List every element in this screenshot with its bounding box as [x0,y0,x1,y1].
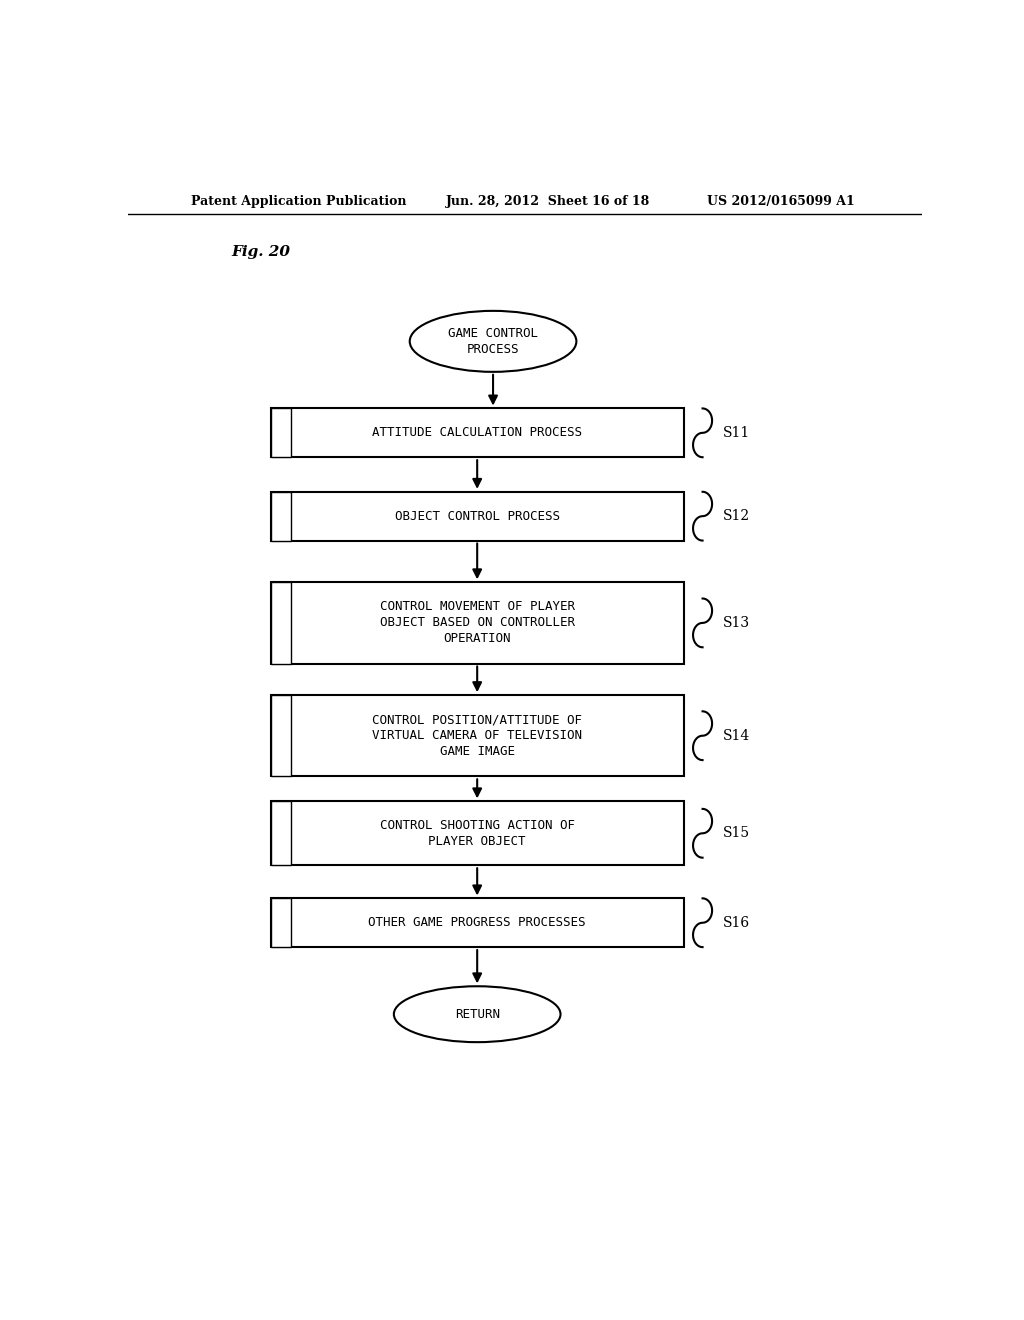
FancyBboxPatch shape [270,408,684,457]
Text: OTHER GAME PROGRESS PROCESSES: OTHER GAME PROGRESS PROCESSES [369,916,586,929]
FancyBboxPatch shape [270,899,291,948]
Text: Fig. 20: Fig. 20 [231,246,290,259]
FancyBboxPatch shape [270,492,291,541]
FancyBboxPatch shape [270,408,291,457]
Text: Patent Application Publication: Patent Application Publication [191,194,407,207]
FancyBboxPatch shape [270,696,684,776]
Text: OBJECT CONTROL PROCESS: OBJECT CONTROL PROCESS [394,510,560,523]
Text: Jun. 28, 2012  Sheet 16 of 18: Jun. 28, 2012 Sheet 16 of 18 [445,194,649,207]
FancyBboxPatch shape [270,582,291,664]
Ellipse shape [410,312,577,372]
Text: GAME CONTROL
PROCESS: GAME CONTROL PROCESS [449,327,538,356]
FancyBboxPatch shape [270,696,291,776]
Text: ATTITUDE CALCULATION PROCESS: ATTITUDE CALCULATION PROCESS [372,426,583,440]
Text: US 2012/0165099 A1: US 2012/0165099 A1 [708,194,855,207]
Text: CONTROL SHOOTING ACTION OF
PLAYER OBJECT: CONTROL SHOOTING ACTION OF PLAYER OBJECT [380,818,574,847]
FancyBboxPatch shape [270,899,684,948]
Text: S15: S15 [723,826,751,841]
Text: S11: S11 [723,426,751,440]
FancyBboxPatch shape [270,582,684,664]
FancyBboxPatch shape [270,801,684,866]
Text: S14: S14 [723,729,751,743]
Text: RETURN: RETURN [455,1007,500,1020]
Text: S12: S12 [723,510,751,523]
FancyBboxPatch shape [270,801,291,866]
FancyBboxPatch shape [270,492,684,541]
Text: S13: S13 [723,616,751,630]
Text: CONTROL POSITION/ATTITUDE OF
VIRTUAL CAMERA OF TELEVISION
GAME IMAGE: CONTROL POSITION/ATTITUDE OF VIRTUAL CAM… [372,713,583,758]
Text: CONTROL MOVEMENT OF PLAYER
OBJECT BASED ON CONTROLLER
OPERATION: CONTROL MOVEMENT OF PLAYER OBJECT BASED … [380,601,574,645]
Ellipse shape [394,986,560,1043]
Text: S16: S16 [723,916,751,929]
